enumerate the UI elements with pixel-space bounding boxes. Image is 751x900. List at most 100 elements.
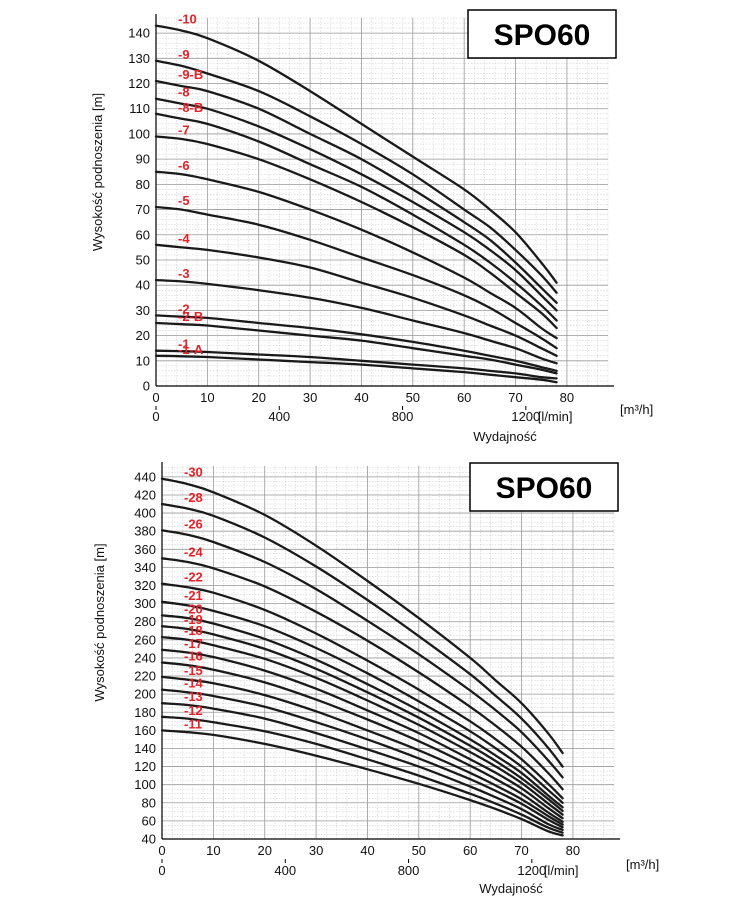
- x2-tick-label: 800: [398, 863, 420, 878]
- curve-label: -17: [184, 636, 203, 651]
- y-tick-label: 200: [134, 687, 156, 702]
- curve-line: [160, 582, 564, 800]
- curve-label: -9-B: [178, 67, 203, 82]
- curve-line: [160, 600, 564, 804]
- x-tick-label: 20: [257, 843, 271, 858]
- y-tick-label: 80: [136, 177, 150, 192]
- y-tick-label: 20: [136, 328, 150, 343]
- x-tick-label: 70: [514, 843, 528, 858]
- curve-line: [160, 502, 564, 768]
- curve-label: -24: [184, 544, 204, 559]
- x2-tick-label: 0: [158, 863, 165, 878]
- x-tick-label: 60: [463, 843, 477, 858]
- y-tick-label: 30: [136, 303, 150, 318]
- y-tick-label: 140: [128, 26, 150, 41]
- x-tick-label: 30: [309, 843, 323, 858]
- y-tick-label: 120: [128, 76, 150, 91]
- curve-label: -19: [184, 612, 203, 627]
- x-unit-primary: [m³/h]: [626, 857, 659, 872]
- x-unit-secondary: [l/min]: [538, 409, 573, 424]
- curve-label: -28: [184, 490, 203, 505]
- grid: [161, 466, 615, 840]
- curve-label: -15: [184, 663, 203, 678]
- y-tick-label: 260: [134, 632, 156, 647]
- curve-line: [160, 661, 564, 823]
- y-tick-label: 320: [134, 578, 156, 593]
- curve-line: [160, 702, 564, 832]
- curve-line: [154, 205, 558, 350]
- y-tick-label: 160: [134, 723, 156, 738]
- curve-line: [160, 688, 564, 829]
- x-tick-label: 0: [152, 390, 159, 405]
- x-unit-secondary: [l/min]: [544, 863, 579, 878]
- x-tick-label: 50: [412, 843, 426, 858]
- y-tick-label: 60: [136, 227, 150, 242]
- x-tick-label: 20: [251, 390, 265, 405]
- curve-line: [154, 24, 558, 284]
- curve-line: [154, 97, 558, 312]
- curve-label: -2: [178, 301, 190, 316]
- x2-tick-label: 800: [392, 409, 414, 424]
- y-tick-label: 220: [134, 669, 156, 684]
- curve-line: [154, 243, 558, 357]
- y-tick-label: 300: [134, 596, 156, 611]
- x-tick-label: 70: [508, 390, 522, 405]
- x-tick-label: 60: [457, 390, 471, 405]
- y-tick-label: 140: [134, 741, 156, 756]
- curve-line: [154, 59, 558, 294]
- curve-label: -7: [178, 122, 190, 137]
- curve-label: -8: [178, 85, 190, 100]
- curve-line: [154, 135, 558, 330]
- curve-label: -4: [178, 231, 190, 246]
- curve-line: [154, 112, 558, 322]
- x2-tick-label: 1200: [511, 409, 540, 424]
- x-tick-label: 10: [206, 843, 220, 858]
- grid: [155, 17, 609, 387]
- curve-label: -18: [184, 623, 203, 638]
- model-badge-text: SPO60: [496, 472, 593, 505]
- curves: [160, 477, 564, 837]
- y-tick-label: 60: [142, 813, 156, 828]
- chart-panel-top: 0 10 20 30 40 50 60 70 80 90 100 110 120 130 140 0 10 20 3…: [90, 9, 653, 444]
- y-tick-label: 120: [134, 759, 156, 774]
- x-tick-label: 10: [200, 390, 214, 405]
- x-tick-label: 40: [354, 390, 368, 405]
- curve-line: [154, 354, 558, 384]
- curve-label: -22: [184, 570, 203, 585]
- x-tick-label: 80: [560, 390, 574, 405]
- x-axis-title: Wydajność: [479, 881, 543, 896]
- y-tick-label: 340: [134, 560, 156, 575]
- model-badge-text: SPO60: [494, 19, 591, 52]
- curve-label: -20: [184, 601, 203, 616]
- x-tick-label: 30: [303, 390, 317, 405]
- curve-line: [154, 170, 558, 340]
- chart-panel-bottom: 4060801001201401601802002202402602803003…: [92, 462, 659, 896]
- curve-line: [160, 477, 564, 755]
- x2-tick-label: 400: [268, 409, 290, 424]
- y-tick-label: 40: [136, 278, 150, 293]
- x2-tick-label: 400: [274, 863, 296, 878]
- curve-label: -16: [184, 648, 203, 663]
- y-tick-label: 40: [142, 832, 156, 847]
- curve-line: [160, 625, 564, 813]
- curve-label: -1-A: [178, 342, 204, 357]
- model-badge: [467, 9, 617, 59]
- y-tick-label: 130: [128, 51, 150, 66]
- curve-label: -3: [178, 266, 190, 281]
- curve-label: -13: [184, 689, 203, 704]
- y-axis-title: Wysokość podnoszenia [m]: [92, 543, 107, 701]
- curve-label: -2-B: [178, 309, 203, 324]
- y-tick-label: 360: [134, 542, 156, 557]
- curve-label: -9: [178, 47, 190, 62]
- curve-label: -30: [184, 465, 203, 480]
- curve-line: [154, 278, 558, 365]
- curve-line: [160, 635, 564, 816]
- y-tick-label: 0: [143, 379, 150, 394]
- curve-line: [154, 349, 558, 380]
- curve-label: -6: [178, 158, 190, 173]
- y-tick-label: 100: [134, 777, 156, 792]
- curve-label: -12: [184, 703, 203, 718]
- curve-line: [160, 529, 564, 779]
- y-tick-label: 100: [128, 126, 150, 141]
